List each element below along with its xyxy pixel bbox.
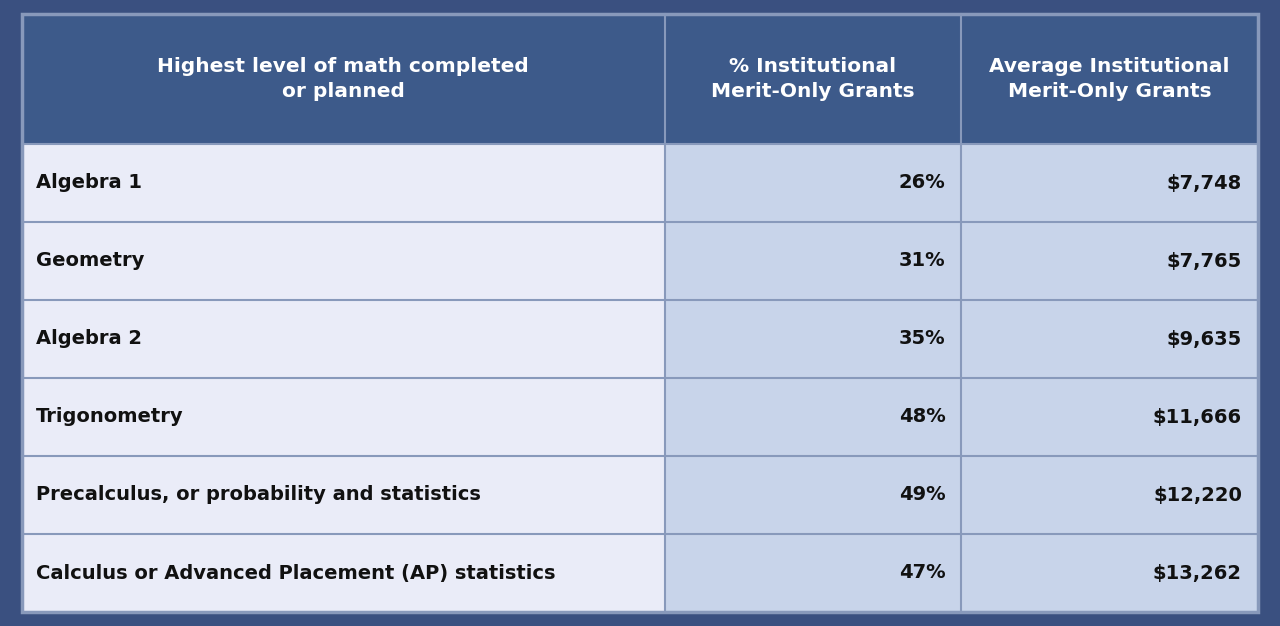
Bar <box>664 222 961 300</box>
Text: 35%: 35% <box>899 329 946 349</box>
Text: Calculus or Advanced Placement (AP) statistics: Calculus or Advanced Placement (AP) stat… <box>36 563 556 583</box>
Text: $12,220: $12,220 <box>1153 486 1242 505</box>
Bar <box>22 300 664 378</box>
Bar <box>22 222 664 300</box>
Text: Algebra 2: Algebra 2 <box>36 329 142 349</box>
Text: Highest level of math completed
or planned: Highest level of math completed or plann… <box>157 57 529 101</box>
Text: 48%: 48% <box>899 408 946 426</box>
Bar <box>664 300 961 378</box>
Bar <box>664 456 961 534</box>
Text: 26%: 26% <box>899 173 946 193</box>
Bar <box>22 456 664 534</box>
Bar <box>961 144 1258 222</box>
Text: $11,666: $11,666 <box>1153 408 1242 426</box>
Text: $9,635: $9,635 <box>1167 329 1242 349</box>
Text: Algebra 1: Algebra 1 <box>36 173 142 193</box>
Text: $7,748: $7,748 <box>1167 173 1242 193</box>
Bar <box>22 14 664 144</box>
Bar <box>961 222 1258 300</box>
Text: 49%: 49% <box>899 486 946 505</box>
Bar <box>961 14 1258 144</box>
Bar <box>961 534 1258 612</box>
Bar <box>22 378 664 456</box>
Text: Geometry: Geometry <box>36 252 145 270</box>
Text: 47%: 47% <box>899 563 946 583</box>
Text: Average Institutional
Merit-Only Grants: Average Institutional Merit-Only Grants <box>989 57 1230 101</box>
Bar <box>961 456 1258 534</box>
Bar <box>22 534 664 612</box>
Bar <box>961 300 1258 378</box>
Bar <box>961 378 1258 456</box>
Bar <box>664 378 961 456</box>
Text: $7,765: $7,765 <box>1167 252 1242 270</box>
Text: Trigonometry: Trigonometry <box>36 408 183 426</box>
Bar <box>22 144 664 222</box>
Text: $13,262: $13,262 <box>1153 563 1242 583</box>
Bar <box>664 534 961 612</box>
Text: % Institutional
Merit-Only Grants: % Institutional Merit-Only Grants <box>712 57 915 101</box>
Text: Precalculus, or probability and statistics: Precalculus, or probability and statisti… <box>36 486 481 505</box>
Bar <box>664 14 961 144</box>
Bar <box>664 144 961 222</box>
Text: 31%: 31% <box>899 252 946 270</box>
